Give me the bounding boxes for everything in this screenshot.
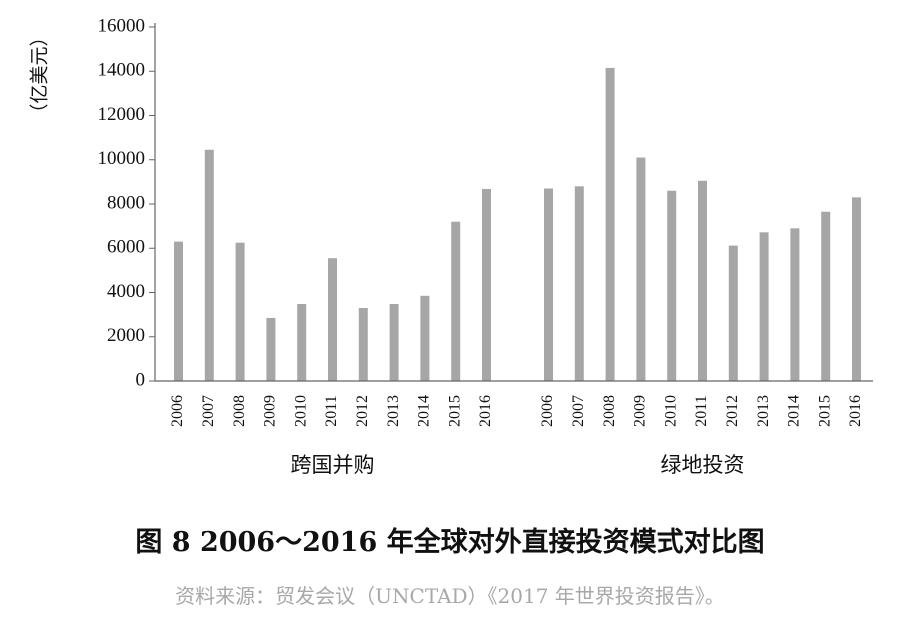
bar — [204, 149, 214, 381]
x-tick-label: 2015 — [446, 395, 463, 427]
bar — [667, 190, 677, 381]
y-tick-label: 6000 — [107, 237, 145, 258]
x-tick-label: 2013 — [755, 395, 772, 427]
x-tick-label: 2012 — [354, 395, 371, 427]
x-tick-label: 2010 — [292, 395, 309, 427]
x-tick-label: 2006 — [539, 395, 556, 427]
x-tick-label: 2013 — [385, 395, 402, 427]
x-tick-label: 2008 — [601, 395, 618, 427]
bar — [420, 295, 430, 381]
y-tick-label: 0 — [136, 369, 146, 390]
bar — [389, 304, 399, 381]
group-labels: 跨国并购 绿地投资 — [291, 453, 745, 477]
y-tick-label: 2000 — [107, 325, 145, 346]
bar — [544, 188, 553, 381]
y-tick-label: 4000 — [107, 281, 145, 302]
figure-source: 资料来源：贸发会议（UNCTAD）《2017 年世界投资报告》。 — [175, 584, 725, 608]
x-tick-label: 2011 — [323, 395, 340, 426]
bar — [636, 157, 646, 381]
bars — [174, 67, 861, 382]
x-tick-label: 2007 — [570, 395, 587, 427]
x-tick-label: 2010 — [662, 395, 679, 427]
y-tick-label: 8000 — [107, 192, 145, 213]
bar-chart: 0 2000 4000 6000 8000 10000 12000 14000 16000 20… — [29, 15, 873, 477]
bar — [482, 188, 491, 381]
bar — [790, 228, 800, 381]
bar — [698, 180, 707, 381]
bar — [328, 258, 337, 381]
x-tick-label: 2011 — [693, 395, 710, 426]
group-label: 绿地投资 — [661, 453, 745, 477]
y-axis-label: （亿美元） — [29, 27, 51, 122]
x-tick-label: 2006 — [169, 395, 186, 427]
x-tick-label: 2016 — [847, 395, 864, 427]
x-tick-label: 2015 — [816, 395, 833, 427]
bar — [266, 317, 276, 381]
x-tick-label: 2016 — [477, 395, 494, 427]
y-tick-label: 12000 — [98, 104, 146, 125]
x-tick-label: 2014 — [786, 395, 803, 427]
group-label: 跨国并购 — [291, 453, 375, 477]
bar — [605, 67, 615, 382]
bar — [574, 186, 584, 381]
bar — [728, 245, 738, 381]
x-axis-labels: 2006 2007 2008 2009 2010 2011 2012 2013 2014 2015… — [169, 395, 864, 427]
x-tick-label: 2008 — [231, 395, 248, 427]
y-tick-label: 16000 — [98, 15, 146, 36]
x-tick-label: 2014 — [416, 395, 433, 427]
bar — [235, 242, 245, 381]
x-tick-label: 2012 — [724, 395, 741, 427]
bar — [297, 304, 307, 381]
bar — [451, 221, 461, 381]
bar — [358, 307, 368, 381]
bar — [174, 241, 183, 381]
x-tick-label: 2009 — [632, 395, 649, 427]
axes — [154, 23, 873, 382]
y-tick-label: 10000 — [98, 148, 146, 169]
figure-title: 图 8 2006～2016 年全球对外直接投资模式对比图 — [135, 527, 765, 558]
bar — [759, 232, 769, 381]
y-axis-ticks: 0 2000 4000 6000 8000 10000 12000 14000 16000 — [98, 15, 155, 390]
bar — [852, 197, 861, 381]
x-tick-label: 2007 — [200, 395, 217, 427]
x-tick-label: 2009 — [262, 395, 279, 427]
bar — [821, 211, 831, 381]
y-tick-label: 14000 — [98, 60, 146, 81]
